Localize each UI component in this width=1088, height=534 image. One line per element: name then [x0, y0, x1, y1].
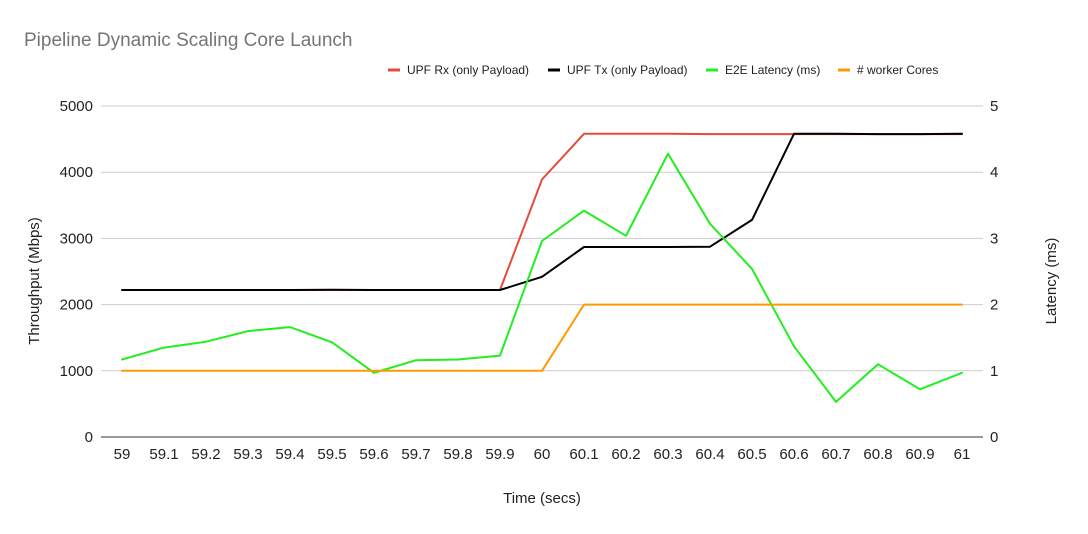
series-line-1 — [121, 132, 963, 291]
legend-item: # worker Cores — [838, 63, 938, 77]
y-axis-left: 0 1000 2000 3000 4000 5000 — [60, 98, 93, 446]
y-axis-label: Throughput (Mbps) — [26, 217, 43, 345]
y2-axis-label: Latency (ms) — [1043, 238, 1060, 325]
y2-tick-label: 1 — [990, 363, 998, 380]
x-tick-label: 60.3 — [653, 446, 682, 463]
series-line-4 — [121, 303, 963, 372]
y-axis-right: 0 1 2 3 4 5 — [990, 98, 998, 446]
gridlines — [101, 105, 983, 438]
y2-tick-label: 4 — [990, 164, 998, 181]
series-line-3 — [121, 152, 963, 403]
x-tick-label: 59 — [114, 446, 131, 463]
x-tick-label: 59.1 — [149, 446, 178, 463]
y-tick-label: 4000 — [60, 164, 93, 181]
y-tick-label: 3000 — [60, 230, 93, 247]
y-tick-label: 1000 — [60, 363, 93, 380]
x-tick-label: 60 — [534, 446, 551, 463]
series-lines — [121, 132, 963, 403]
legend-label: # worker Cores — [857, 63, 938, 77]
x-tick-label: 60.7 — [821, 446, 850, 463]
x-tick-label: 59.9 — [485, 446, 514, 463]
y2-tick-label: 5 — [990, 98, 998, 115]
series-line-2 — [121, 132, 963, 291]
chart-title: Pipeline Dynamic Scaling Core Launch — [24, 30, 352, 51]
legend-label: UPF Rx (only Payload) — [407, 63, 529, 77]
legend: UPF Rx (only Payload) UPF Tx (only Payloa… — [388, 63, 938, 77]
x-tick-label: 60.9 — [905, 446, 934, 463]
y2-tick-label: 0 — [990, 429, 998, 446]
x-axis-label: Time (secs) — [503, 490, 581, 507]
y2-tick-label: 3 — [990, 230, 998, 247]
x-tick-label: 59.7 — [401, 446, 430, 463]
x-tick-label: 60.6 — [779, 446, 808, 463]
y2-tick-label: 2 — [990, 297, 998, 314]
x-tick-label: 61 — [954, 446, 971, 463]
x-tick-label: 59.2 — [191, 446, 220, 463]
x-tick-label: 60.5 — [737, 446, 766, 463]
x-tick-label: 59.6 — [359, 446, 388, 463]
x-tick-label: 60.8 — [863, 446, 892, 463]
legend-item: UPF Tx (only Payload) — [548, 63, 688, 77]
x-tick-label: 59.3 — [233, 446, 262, 463]
legend-item: UPF Rx (only Payload) — [388, 63, 529, 77]
y-tick-label: 0 — [85, 429, 93, 446]
x-tick-label: 60.2 — [611, 446, 640, 463]
legend-label: UPF Tx (only Payload) — [567, 63, 688, 77]
legend-label: E2E Latency (ms) — [725, 63, 820, 77]
x-tick-label: 59.4 — [275, 446, 304, 463]
x-tick-label: 60.1 — [569, 446, 598, 463]
legend-item: E2E Latency (ms) — [706, 63, 820, 77]
y-tick-label: 2000 — [60, 297, 93, 314]
x-tick-label: 60.4 — [695, 446, 724, 463]
x-tick-label: 59.5 — [317, 446, 346, 463]
y-tick-label: 5000 — [60, 98, 93, 115]
x-tick-label: 59.8 — [443, 446, 472, 463]
x-axis: 59 59.1 59.2 59.3 59.4 59.5 59.6 59.7 59.8 59.9 60… — [114, 446, 971, 463]
